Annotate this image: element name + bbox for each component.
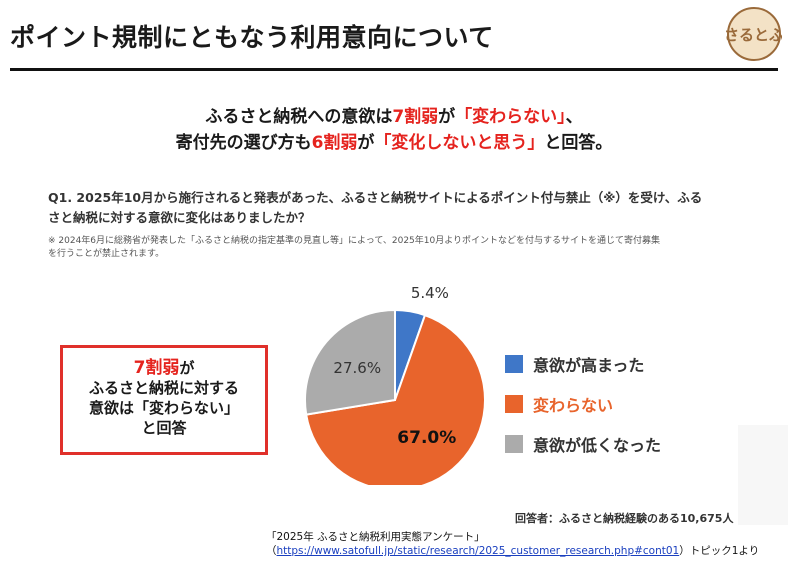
- headline-text: と回答。: [544, 133, 613, 153]
- source-paren: （: [266, 545, 277, 557]
- headline-text: 、: [565, 107, 583, 127]
- pie-label-0: 5.4%: [411, 284, 449, 302]
- pie-label-1: 67.0%: [397, 428, 456, 448]
- legend-swatch: [505, 435, 523, 453]
- footnote-line: を行うことが禁止されます。: [48, 249, 165, 259]
- headline-highlight: 7割弱: [392, 107, 439, 127]
- legend-label: 意欲が低くなった: [533, 436, 662, 455]
- legend-swatch: [505, 395, 523, 413]
- side-decoration: [738, 425, 788, 525]
- callout-text: が: [179, 359, 195, 377]
- headline-highlight: 6割弱: [311, 133, 358, 153]
- title-rule: [10, 68, 778, 71]
- headline-line-1: ふるさと納税への意欲は7割弱が「変わらない」、: [0, 104, 788, 130]
- legend-label: 意欲が高まった: [533, 356, 645, 375]
- respondents-note: 回答者：ふるさと納税経験のある10,675人: [515, 512, 734, 525]
- callout-line: 意欲は「変わらない」: [88, 399, 239, 417]
- pie-label-2: 27.6%: [333, 359, 381, 377]
- callout-highlight: 7割弱: [133, 358, 180, 378]
- headline: ふるさと納税への意欲は7割弱が「変わらない」、 寄付先の選び方も6割弱が「変化し…: [0, 104, 788, 156]
- survey-question: Q1. 2025年10月から施行されると発表があった、ふるさと納税サイトによるポ…: [48, 188, 728, 228]
- headline-text: 寄付先の選び方も: [175, 133, 312, 153]
- legend-label: 変わらない: [533, 396, 614, 415]
- legend-item-1: 変わらない: [505, 392, 661, 416]
- source-link[interactable]: https://www.satofull.jp/static/research/…: [276, 545, 680, 557]
- satofull-logo: さるとふ: [726, 7, 782, 61]
- callout-line: と回答: [141, 419, 187, 437]
- chart-legend: 意欲が高まった 変わらない意欲が低くなった: [505, 352, 661, 472]
- callout-line: 7割弱が: [63, 358, 265, 378]
- question-line: さと納税に対する意欲に変化はありましたか？: [48, 210, 311, 225]
- headline-highlight: 「変わらない」: [455, 107, 566, 127]
- question-line: Q1. 2025年10月から施行されると発表があった、ふるさと納税サイトによるポ…: [48, 190, 703, 205]
- pie-slice-2: [304, 308, 396, 416]
- source-citation: 「2025年 ふるさと納税利用実態アンケート」 （https://www.sat…: [266, 530, 759, 558]
- pie-chart: 5.4% 67.0% 27.6%: [304, 284, 486, 485]
- headline-text: が: [357, 133, 375, 153]
- legend-item-2: 意欲が低くなった: [505, 432, 661, 456]
- source-line-2: （https://www.satofull.jp/static/research…: [266, 544, 759, 558]
- source-suffix: ）トピック1より: [679, 545, 760, 557]
- slide-title: ポイント規制にともなう利用意向について: [10, 23, 494, 52]
- callout-line: ふるさと納税に対する: [88, 379, 239, 397]
- callout-box: 7割弱が ふるさと納税に対する 意欲は「変わらない」 と回答: [60, 345, 268, 455]
- footnote-line: ※ 2024年6月に総務省が発表した「ふるさと納税の指定基準の見直し等」によって…: [48, 236, 661, 246]
- headline-highlight: 「変化しないと思う」: [374, 133, 545, 153]
- source-title: 「2025年 ふるさと納税利用実態アンケート」: [266, 531, 485, 543]
- legend-item-0: 意欲が高まった: [505, 352, 661, 376]
- headline-text: が: [438, 107, 456, 127]
- headline-text: ふるさと納税への意欲は: [205, 107, 393, 127]
- svg-text:さるとふ: さるとふ: [726, 26, 782, 44]
- legend-swatch: [505, 355, 523, 373]
- footnote: ※ 2024年6月に総務省が発表した「ふるさと納税の指定基準の見直し等」によって…: [48, 235, 748, 261]
- headline-line-2: 寄付先の選び方も6割弱が「変化しないと思う」と回答。: [0, 130, 788, 156]
